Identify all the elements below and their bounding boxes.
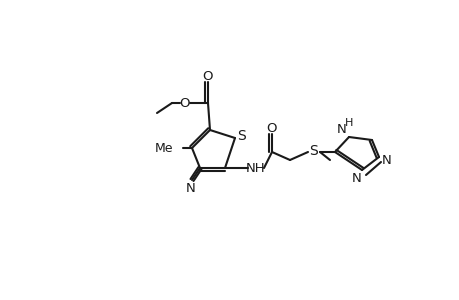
Text: N: N: [336, 122, 346, 136]
Text: NH: NH: [246, 161, 265, 175]
Text: H: H: [344, 118, 353, 128]
Text: O: O: [179, 97, 190, 110]
Text: O: O: [266, 122, 277, 134]
Text: S: S: [237, 129, 246, 143]
Text: O: O: [202, 70, 213, 83]
Text: N: N: [186, 182, 196, 196]
Text: S: S: [309, 144, 318, 158]
Text: N: N: [351, 172, 361, 184]
Text: Me: Me: [154, 142, 173, 154]
Text: N: N: [381, 154, 391, 166]
